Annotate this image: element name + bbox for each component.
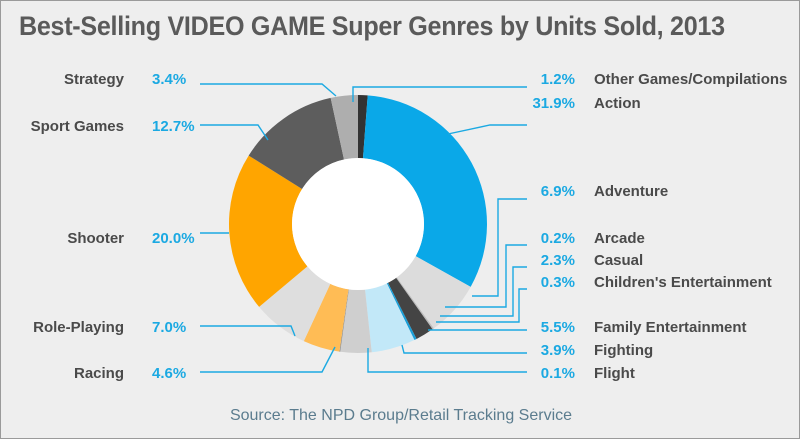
category-label-family-entertainment: Family Entertainment xyxy=(594,319,747,336)
leader-lines xyxy=(200,83,527,373)
value-label-arcade: 0.2% xyxy=(541,230,575,247)
category-label-adventure: Adventure xyxy=(594,183,668,200)
slice-racing xyxy=(303,283,349,352)
value-label-shooter: 20.0% xyxy=(152,230,195,247)
value-label-adventure: 6.9% xyxy=(541,183,575,200)
leader-line-arcade xyxy=(445,244,527,308)
value-label-role-playing: 7.0% xyxy=(152,319,186,336)
leader-line-adventure xyxy=(472,198,527,297)
leader-line-action xyxy=(447,124,527,135)
leader-line-sport-games xyxy=(200,124,269,141)
category-label-racing: Racing xyxy=(74,365,124,382)
value-label-family-entertainment: 5.5% xyxy=(541,319,575,336)
slice-casual xyxy=(387,277,433,339)
category-label-other-games-compilations: Other Games/Compilations xyxy=(594,71,787,88)
category-label-strategy: Strategy xyxy=(64,71,125,88)
category-label-sport-games: Sport Games xyxy=(31,118,124,135)
donut-slices xyxy=(229,95,487,353)
slice-action xyxy=(362,95,487,287)
donut-hole xyxy=(292,158,424,290)
slice-flight xyxy=(339,289,349,352)
slice-children-s-entertainment xyxy=(386,282,417,341)
category-label-children-s-entertainment: Children's Entertainment xyxy=(594,274,772,291)
value-label-strategy: 3.4% xyxy=(152,71,186,88)
category-label-casual: Casual xyxy=(594,252,643,269)
value-label-action: 31.9% xyxy=(532,95,575,112)
value-label-racing: 4.6% xyxy=(152,365,186,382)
slice-strategy xyxy=(330,95,358,160)
value-label-fighting: 3.9% xyxy=(541,342,575,359)
value-label-casual: 2.3% xyxy=(541,252,575,269)
leader-line-fighting xyxy=(401,344,527,354)
value-label-sport-games: 12.7% xyxy=(152,118,195,135)
value-label-children-s-entertainment: 0.3% xyxy=(541,274,575,291)
chart-title: Best-Selling VIDEO GAME Super Genres by … xyxy=(19,11,725,41)
category-label-action: Action xyxy=(594,95,641,112)
slice-role-playing xyxy=(259,266,331,342)
slice-adventure xyxy=(396,256,471,329)
slice-fighting xyxy=(340,289,372,353)
leader-line-flight xyxy=(367,348,527,373)
chart-source: Source: The NPD Group/Retail Tracking Se… xyxy=(229,407,573,424)
leader-line-children-s-entertainment xyxy=(436,288,527,323)
slice-family-entertainment xyxy=(365,283,415,353)
leader-line-racing xyxy=(200,346,336,373)
leader-line-casual xyxy=(440,266,527,317)
category-label-role-playing: Role-Playing xyxy=(33,319,124,336)
leader-line-role-playing xyxy=(200,325,296,337)
slice-labels: 1.2% Other Games/Compilations 31.9% Action 6… xyxy=(31,71,788,382)
value-label-flight: 0.1% xyxy=(541,365,575,382)
slice-sport-games xyxy=(248,97,345,189)
category-label-fighting: Fighting xyxy=(594,342,653,359)
leader-line-other-games-compilations xyxy=(352,86,527,102)
value-label-other-games-compilations: 1.2% xyxy=(541,71,575,88)
slice-other-games-compilations xyxy=(358,95,368,159)
slice-shooter xyxy=(229,155,308,307)
leader-line-strategy xyxy=(200,83,337,97)
category-label-flight: Flight xyxy=(594,365,635,382)
slice-arcade xyxy=(396,277,434,330)
category-label-shooter: Shooter xyxy=(67,230,124,247)
category-label-arcade: Arcade xyxy=(594,230,645,247)
